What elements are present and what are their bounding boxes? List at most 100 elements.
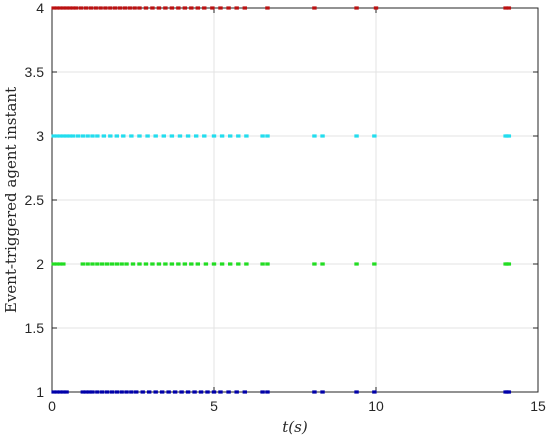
event-point bbox=[260, 262, 265, 266]
event-point bbox=[83, 6, 89, 10]
event-point bbox=[88, 6, 94, 10]
event-point bbox=[108, 6, 113, 10]
event-point bbox=[372, 134, 377, 138]
event-point bbox=[137, 6, 142, 10]
x-tick-label: 15 bbox=[530, 398, 546, 414]
event-point bbox=[234, 6, 239, 10]
event-point bbox=[172, 390, 178, 394]
event-point bbox=[163, 262, 168, 266]
event-point bbox=[78, 6, 84, 10]
event-point bbox=[354, 134, 359, 138]
x-tick-label: 10 bbox=[368, 398, 384, 414]
event-point bbox=[61, 6, 66, 10]
event-point bbox=[211, 262, 217, 266]
event-point bbox=[265, 390, 270, 394]
event-point bbox=[90, 390, 95, 394]
event-point bbox=[156, 262, 162, 266]
event-point bbox=[75, 134, 81, 138]
event-point bbox=[210, 6, 215, 10]
event-point bbox=[147, 390, 152, 394]
event-point bbox=[242, 390, 247, 394]
event-point bbox=[166, 390, 171, 394]
event-point bbox=[51, 134, 56, 138]
event-point bbox=[218, 390, 223, 394]
event-point bbox=[57, 134, 63, 138]
event-point bbox=[161, 134, 166, 138]
event-point bbox=[169, 262, 175, 266]
event-point bbox=[64, 390, 69, 394]
event-point bbox=[114, 390, 119, 394]
event-point bbox=[134, 390, 139, 394]
event-point bbox=[100, 390, 105, 394]
event-point bbox=[51, 390, 56, 394]
event-point bbox=[354, 390, 359, 394]
event-point bbox=[234, 390, 239, 394]
event-point bbox=[95, 134, 100, 138]
event-point bbox=[70, 6, 76, 10]
event-point bbox=[195, 262, 200, 266]
event-point bbox=[176, 262, 181, 266]
event-point bbox=[51, 262, 56, 266]
y-tick-label: 1.5 bbox=[25, 320, 45, 336]
event-point bbox=[61, 390, 66, 394]
event-point bbox=[51, 6, 56, 10]
event-point bbox=[83, 390, 89, 394]
event-point bbox=[80, 134, 85, 138]
event-point bbox=[193, 134, 199, 138]
series-agent-2 bbox=[51, 262, 512, 266]
event-point bbox=[244, 262, 249, 266]
event-point bbox=[122, 6, 128, 10]
event-point bbox=[198, 390, 204, 394]
event-point bbox=[226, 390, 231, 394]
event-point bbox=[90, 262, 95, 266]
event-point bbox=[100, 262, 105, 266]
event-point bbox=[74, 6, 79, 10]
event-point bbox=[57, 390, 63, 394]
event-point bbox=[320, 262, 325, 266]
event-point bbox=[57, 262, 63, 266]
event-point bbox=[64, 6, 69, 10]
event-point bbox=[104, 390, 110, 394]
event-point bbox=[169, 6, 175, 10]
event-point bbox=[67, 134, 73, 138]
event-point bbox=[87, 390, 92, 394]
event-point bbox=[85, 262, 90, 266]
event-point bbox=[150, 6, 155, 10]
event-point bbox=[54, 134, 60, 138]
event-point bbox=[119, 390, 124, 394]
y-tick-label: 3 bbox=[36, 128, 44, 144]
x-tick-label: 5 bbox=[210, 398, 218, 414]
event-point bbox=[189, 6, 194, 10]
event-point bbox=[130, 262, 136, 266]
event-point bbox=[218, 6, 223, 10]
event-point bbox=[140, 390, 145, 394]
event-point bbox=[312, 6, 317, 10]
event-point bbox=[312, 134, 317, 138]
event-point bbox=[145, 134, 150, 138]
event-point bbox=[265, 262, 270, 266]
event-point bbox=[90, 134, 95, 138]
event-point bbox=[242, 6, 247, 10]
event-point bbox=[219, 134, 225, 138]
event-point bbox=[185, 390, 191, 394]
event-point bbox=[57, 6, 63, 10]
event-point bbox=[114, 134, 119, 138]
event-point bbox=[211, 134, 217, 138]
event-point bbox=[153, 134, 158, 138]
event-point bbox=[260, 134, 265, 138]
event-point bbox=[153, 390, 158, 394]
event-point bbox=[104, 262, 110, 266]
event-point bbox=[320, 134, 325, 138]
event-point bbox=[93, 6, 98, 10]
event-point bbox=[129, 390, 134, 394]
event-point bbox=[95, 390, 100, 394]
series bbox=[51, 6, 512, 394]
event-point bbox=[202, 6, 207, 10]
event-point bbox=[127, 6, 132, 10]
event-point bbox=[95, 262, 100, 266]
event-point bbox=[156, 6, 162, 10]
y-tick-label: 4 bbox=[36, 0, 44, 16]
event-point bbox=[85, 134, 90, 138]
event-point bbox=[205, 390, 210, 394]
